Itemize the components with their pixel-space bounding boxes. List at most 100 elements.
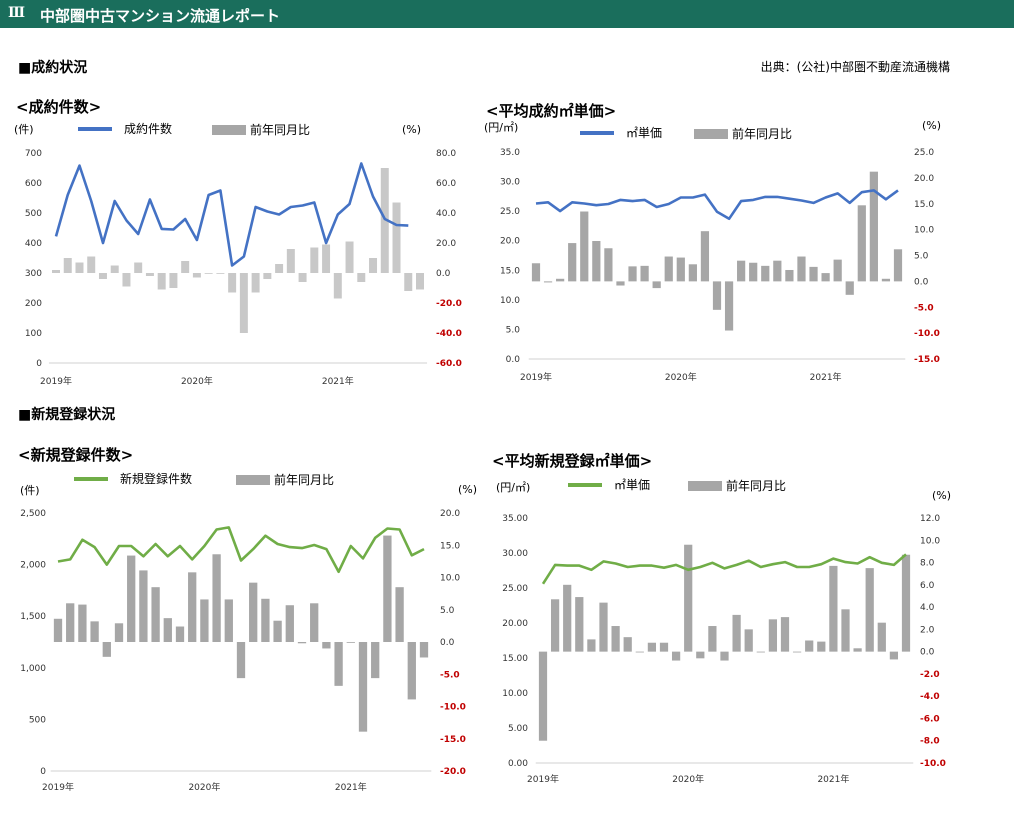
- left-tick-label: 0: [36, 359, 42, 369]
- legend-line-swatch: [78, 127, 112, 131]
- left-tick-label: 600: [25, 179, 42, 189]
- left-tick-label: 300: [25, 269, 42, 279]
- source-note: 出典：(公社)中部圏不動産流通機構: [760, 60, 950, 74]
- bar-yoy: [829, 565, 838, 652]
- bar-yoy: [139, 570, 148, 642]
- bar-yoy: [756, 651, 765, 653]
- bar-yoy: [841, 609, 850, 652]
- right-axis-unit: (%): [402, 123, 421, 136]
- bar-yoy: [310, 247, 319, 273]
- left-axis-unit: (件): [14, 123, 34, 136]
- left-tick-label: 0.0: [506, 355, 521, 365]
- right-tick-label: -4.0: [920, 692, 940, 702]
- right-tick-label: 25.0: [914, 148, 934, 158]
- bar-yoy: [369, 258, 378, 273]
- bar-yoy: [857, 205, 866, 282]
- legend-bar-swatch: [212, 125, 246, 135]
- left-tick-label: 700: [25, 149, 42, 159]
- bar-yoy: [145, 273, 154, 276]
- right-tick-label: 0.0: [436, 269, 451, 279]
- right-tick-label: -10.0: [920, 759, 946, 769]
- right-tick-label: 0.0: [914, 277, 929, 287]
- right-tick-label: 15.0: [440, 541, 460, 551]
- left-tick-label: 2,000: [20, 561, 46, 571]
- right-tick-label: 60.0: [436, 179, 456, 189]
- bar-yoy: [261, 598, 270, 642]
- left-tick-label: 1,000: [20, 664, 46, 674]
- report-title: 中部圏中古マンション流通レポート: [40, 7, 281, 25]
- right-tick-label: 0.0: [440, 638, 455, 648]
- bar-yoy: [580, 211, 589, 282]
- left-tick-label: 400: [25, 239, 42, 249]
- right-tick-label: -20.0: [440, 767, 466, 777]
- x-tick-label: 2020年: [188, 781, 220, 793]
- bar-yoy: [404, 273, 413, 291]
- line-series: [54, 162, 409, 267]
- bar-yoy: [563, 584, 572, 652]
- x-tick-label: 2021年: [810, 371, 842, 383]
- bar-yoy: [821, 273, 830, 282]
- bar-yoy: [768, 619, 778, 652]
- x-tick-label: 2021年: [335, 781, 367, 793]
- bar-yoy: [224, 599, 233, 642]
- report-header: Ⅲ 中部圏中古マンション流通レポート: [0, 0, 1014, 28]
- bar-yoy: [286, 249, 295, 273]
- left-tick-label: 25.0: [500, 207, 520, 217]
- left-axis-unit: (円/㎡): [496, 481, 530, 494]
- bar-yoy: [75, 262, 84, 273]
- bar-yoy: [216, 273, 225, 274]
- right-tick-label: 10.0: [440, 574, 460, 584]
- bar-yoy: [78, 604, 87, 642]
- legend-line-label: 成約件数: [124, 121, 172, 136]
- right-tick-label: 5.0: [914, 252, 929, 262]
- section-listings: ■新規登録状況: [18, 407, 116, 423]
- x-tick-label: 2021年: [817, 773, 849, 785]
- left-tick-label: 15.00: [502, 654, 528, 664]
- bar-yoy: [322, 244, 331, 273]
- left-tick-label: 500: [25, 209, 42, 219]
- left-tick-label: 20.00: [502, 619, 528, 629]
- bar-yoy: [797, 256, 806, 282]
- bar-yoy: [877, 622, 886, 652]
- left-tick-label: 30.00: [502, 549, 528, 559]
- bar-yoy: [392, 202, 401, 273]
- line-series: [541, 553, 907, 585]
- bar-yoy: [671, 651, 681, 661]
- chart-title-contract-price: <平均成約㎡単価>: [486, 102, 617, 120]
- x-tick-label: 2020年: [672, 773, 704, 785]
- right-tick-label: 80.0: [436, 149, 456, 159]
- right-tick-label: -2.0: [920, 670, 940, 680]
- left-tick-label: 30.0: [500, 178, 520, 188]
- right-tick-label: 20.0: [914, 174, 934, 184]
- legend-bar-label: 前年同月比: [274, 472, 334, 487]
- bar-yoy: [604, 248, 613, 282]
- left-tick-label: 5.0: [506, 325, 521, 335]
- left-tick-label: 200: [25, 299, 42, 309]
- left-tick-label: 0.00: [508, 759, 528, 769]
- bar-yoy: [345, 241, 354, 273]
- bar-yoy: [792, 651, 802, 653]
- right-tick-label: 0.0: [920, 648, 935, 658]
- bar-yoy: [310, 603, 319, 642]
- left-axis-unit: (件): [20, 484, 40, 497]
- chart-title-listing-price: <平均新規登録㎡単価>: [492, 452, 653, 470]
- right-tick-label: 2.0: [920, 625, 935, 635]
- right-tick-label: -5.0: [914, 303, 934, 313]
- right-tick-label: 6.0: [920, 581, 935, 591]
- bar-yoy: [623, 637, 632, 652]
- bar-yoy: [640, 265, 649, 282]
- bar-yoy: [780, 617, 790, 652]
- left-tick-label: 1,500: [20, 612, 46, 622]
- bar-yoy: [724, 281, 734, 331]
- right-tick-label: 10.0: [914, 226, 934, 236]
- left-tick-label: 0: [40, 767, 46, 777]
- bar-yoy: [228, 273, 237, 293]
- bar-yoy: [684, 544, 693, 652]
- bar-yoy: [575, 597, 584, 652]
- legend-bar-label: 前年同月比: [250, 122, 310, 137]
- x-tick-label: 2021年: [322, 375, 354, 387]
- left-tick-label: 35.00: [502, 514, 528, 524]
- x-tick-label: 2019年: [527, 773, 559, 785]
